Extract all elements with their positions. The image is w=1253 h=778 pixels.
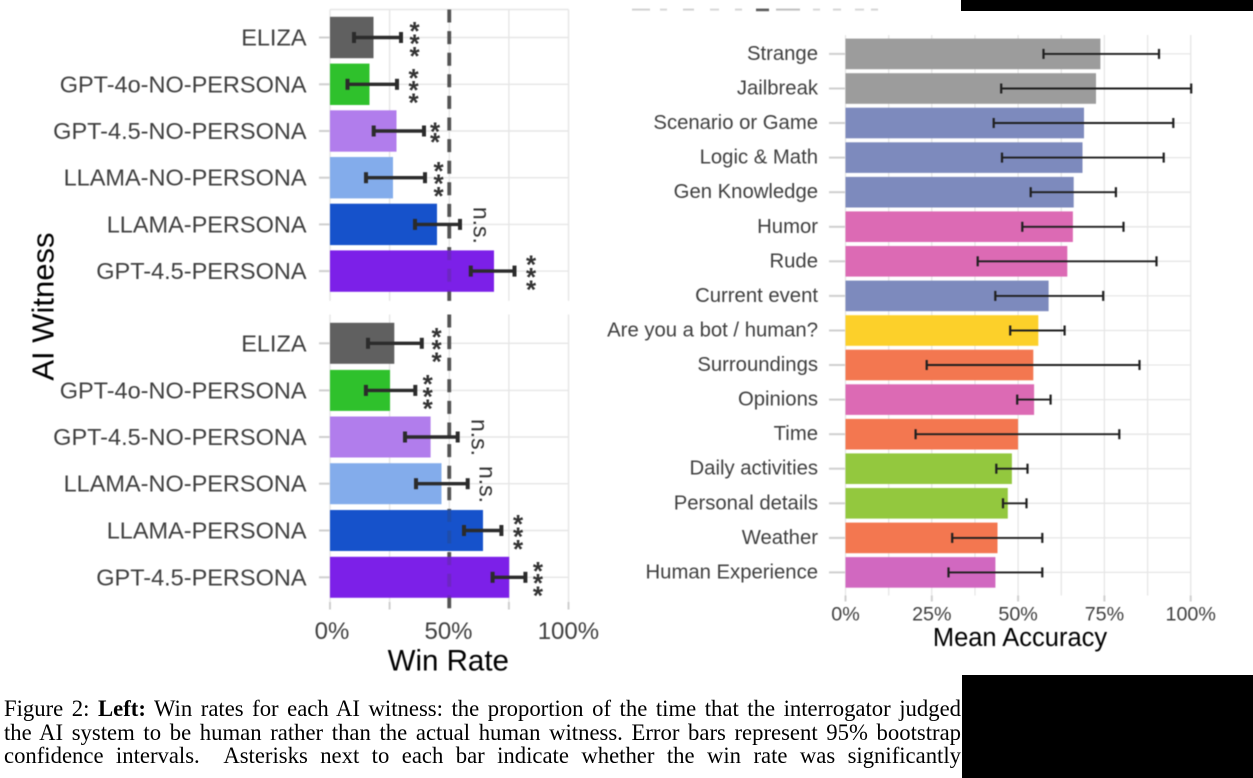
svg-text:GPT-4o-NO-PERSONA: GPT-4o-NO-PERSONA (60, 71, 307, 97)
svg-text:*: * (526, 250, 537, 280)
svg-text:50%: 50% (998, 604, 1037, 626)
svg-text:0%: 0% (831, 604, 859, 626)
svg-text:Time: Time (774, 423, 818, 445)
svg-text:*: * (409, 41, 420, 71)
svg-text:*: * (409, 28, 420, 58)
svg-text:Opinions: Opinions (738, 389, 818, 411)
svg-text:n.s.: n.s. (475, 466, 501, 503)
svg-text:Are you a bot / human?: Are you a bot / human? (607, 320, 818, 342)
svg-text:*: * (433, 181, 444, 211)
svg-text:75%: 75% (1085, 604, 1124, 626)
svg-text:Scenario or Game: Scenario or Game (653, 112, 818, 134)
svg-text:*: * (431, 322, 442, 352)
svg-text:Daily activities: Daily activities (690, 458, 818, 480)
svg-text:Strange: Strange (747, 43, 818, 65)
svg-text:Gen Knowledge: Gen Knowledge (674, 181, 818, 203)
svg-text:Win Rate: Win Rate (388, 645, 509, 678)
svg-text:*: * (408, 88, 419, 118)
svg-text:*: * (526, 274, 537, 304)
svg-text:n.s.: n.s. (469, 207, 495, 244)
svg-text:ELIZA: ELIZA (241, 330, 307, 356)
svg-text:LLAMA-PERSONA: LLAMA-PERSONA (107, 518, 307, 544)
svg-text:Mean Accuracy: Mean Accuracy (933, 624, 1108, 652)
svg-text:*: * (433, 169, 444, 199)
svg-text:GPT-4.5-NO-PERSONA: GPT-4.5-NO-PERSONA (53, 118, 307, 144)
svg-text:100%: 100% (538, 618, 599, 645)
svg-text:*: * (533, 556, 544, 586)
svg-text:AI Witness: AI Witness (26, 233, 61, 381)
svg-text:Personal details: Personal details (674, 492, 818, 514)
svg-text:*: * (408, 63, 419, 93)
svg-text:*: * (423, 394, 434, 424)
svg-text:*: * (433, 156, 444, 186)
svg-text:GPT-4.5-PERSONA: GPT-4.5-PERSONA (96, 258, 307, 284)
svg-text:50%: 50% (424, 618, 472, 645)
svg-text:Rude: Rude (770, 250, 819, 272)
svg-text:Logic & Math: Logic & Math (700, 147, 818, 169)
svg-text:*: * (513, 521, 524, 551)
svg-text:100%: 100% (1166, 604, 1216, 626)
svg-text:GPT-4.5-NO-PERSONA: GPT-4.5-NO-PERSONA (53, 424, 307, 450)
svg-text:LLAMA-NO-PERSONA: LLAMA-NO-PERSONA (64, 165, 307, 191)
svg-text:*: * (513, 534, 524, 564)
svg-text:*: * (513, 509, 524, 539)
svg-text:*: * (409, 16, 420, 46)
svg-text:*: * (408, 75, 419, 105)
svg-text:Humor: Humor (757, 216, 818, 238)
svg-text:*: * (423, 381, 434, 411)
svg-text:*: * (533, 581, 544, 611)
svg-text:*: * (526, 262, 537, 292)
svg-text:0%: 0% (315, 618, 350, 645)
svg-text:Weather: Weather (742, 527, 819, 549)
svg-text:GPT-4.5-PERSONA: GPT-4.5-PERSONA (96, 564, 307, 590)
svg-text:25%: 25% (912, 604, 951, 626)
svg-text:*: * (431, 334, 442, 364)
svg-text:Current event: Current event (695, 285, 818, 307)
svg-text:Surroundings: Surroundings (697, 354, 818, 376)
svg-text:*: * (431, 347, 442, 377)
svg-text:GPT-4o-NO-PERSONA: GPT-4o-NO-PERSONA (60, 377, 307, 403)
svg-text:*: * (423, 369, 434, 399)
svg-text:n.s.: n.s. (466, 419, 492, 456)
svg-text:Jailbreak: Jailbreak (737, 78, 819, 100)
svg-text:*: * (533, 568, 544, 598)
svg-text:LLAMA-PERSONA: LLAMA-PERSONA (107, 211, 307, 237)
svg-text:LLAMA-NO-PERSONA: LLAMA-NO-PERSONA (64, 471, 307, 497)
svg-text:Human Experience: Human Experience (646, 561, 818, 583)
svg-text:*: * (430, 117, 441, 147)
svg-text:ELIZA: ELIZA (241, 25, 307, 51)
svg-text:*: * (430, 127, 441, 157)
